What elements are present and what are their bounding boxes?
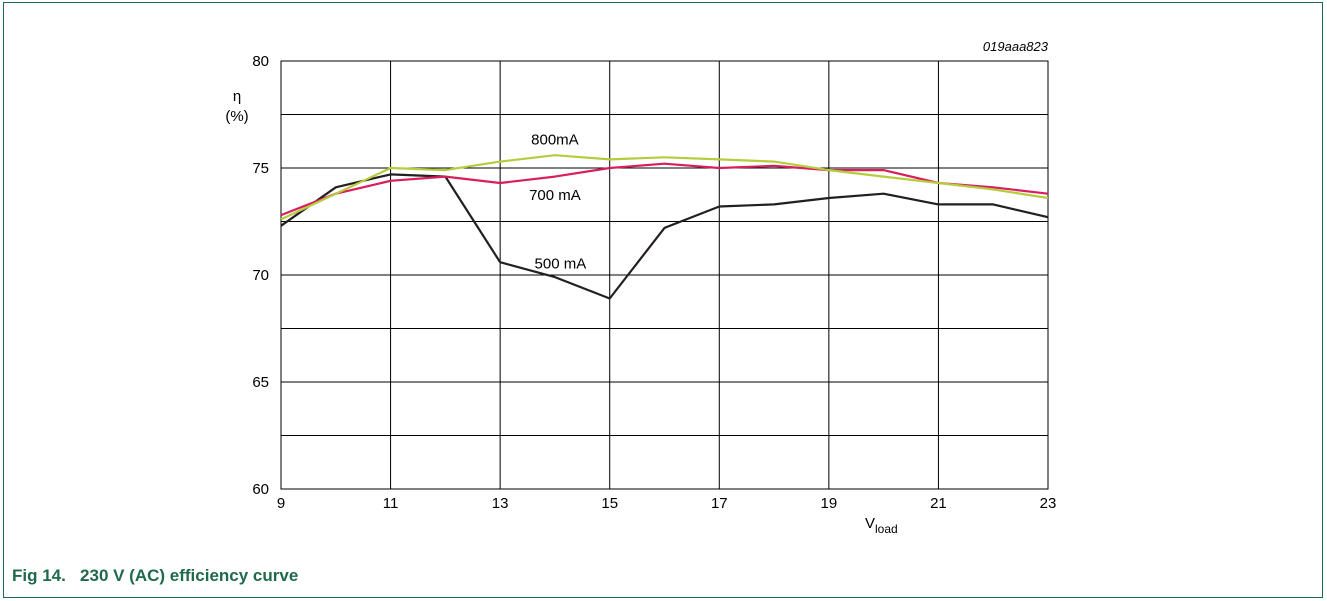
grid-layer [280, 60, 1049, 490]
x-tick-label: 13 [492, 495, 509, 512]
series-labels: 500 mA 700 mA 800mA [529, 131, 586, 272]
figure-number: Fig 14. [12, 566, 66, 585]
series-line-700ma [280, 162, 1049, 217]
y-tick-label: 70 [252, 267, 269, 284]
y-tick-label: 65 [252, 374, 269, 391]
series-layer [280, 154, 1049, 300]
y-axis-label: η [233, 88, 241, 105]
series-label: 800mA [531, 131, 579, 148]
y-tick-label: 80 [252, 53, 269, 70]
series-line-500ma [280, 173, 1049, 300]
x-tick-label: 15 [601, 495, 618, 512]
series-label: 500 mA [535, 256, 587, 273]
figure-frame [3, 2, 1323, 598]
x-tick-label: 23 [1040, 495, 1057, 512]
y-axis-unit: (%) [225, 108, 248, 125]
figure-id-label: 019aaa823 [983, 39, 1049, 54]
series-label: 700 mA [529, 187, 581, 204]
tick-labels: 9 11 13 15 17 19 21 23 60 65 70 75 80 [252, 53, 1056, 512]
figure-caption: Fig 14. 230 V (AC) efficiency curve [12, 566, 298, 586]
x-axis-label: Vload [865, 515, 898, 536]
x-tick-label: 11 [383, 495, 399, 512]
x-tick-label: 21 [930, 495, 947, 512]
y-tick-label: 75 [252, 160, 269, 177]
x-axis-label-subscript: load [875, 522, 898, 536]
x-tick-label: 19 [821, 495, 838, 512]
figure-title: 230 V (AC) efficiency curve [80, 566, 299, 585]
series-line-800ma [280, 154, 1049, 221]
x-tick-label: 17 [711, 495, 728, 512]
y-tick-label: 60 [252, 481, 269, 498]
x-tick-label: 9 [277, 495, 285, 512]
x-axis-label-main: V [865, 515, 875, 532]
